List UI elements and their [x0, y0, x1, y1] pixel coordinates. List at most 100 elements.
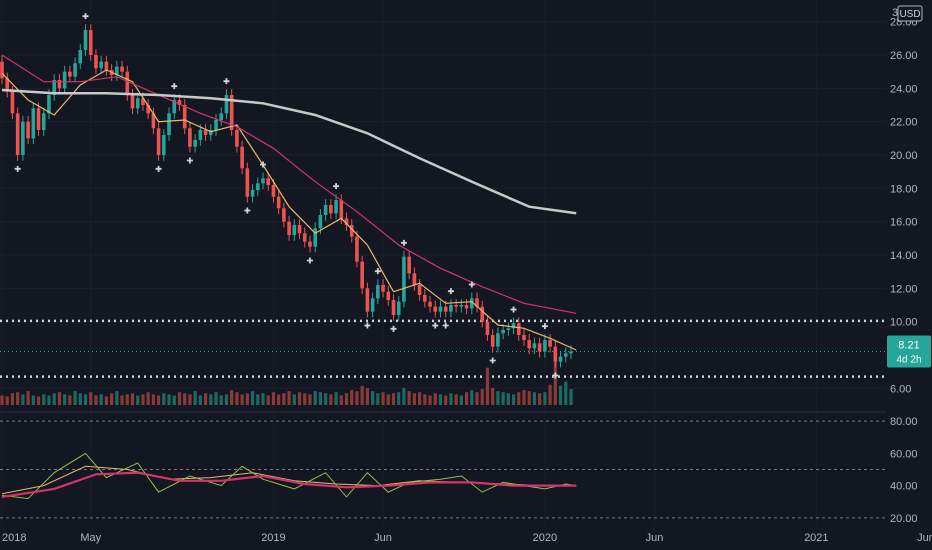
candle — [209, 130, 213, 135]
candle — [47, 95, 51, 114]
volume-bar — [496, 391, 500, 405]
volume-bar — [538, 393, 542, 405]
candle — [485, 321, 490, 335]
candle — [250, 190, 255, 197]
volume-bar — [10, 393, 15, 405]
volume-bar — [365, 387, 369, 405]
volume-bar — [282, 393, 286, 405]
fractal-marker — [155, 165, 162, 172]
horizontal-levels[interactable] — [0, 319, 886, 378]
volume-bar — [271, 392, 276, 405]
candle — [449, 305, 453, 312]
volume-bar — [104, 396, 108, 405]
candle — [52, 80, 56, 95]
volume-bar — [470, 390, 474, 405]
volume-bar — [110, 393, 114, 405]
volume-bar — [548, 384, 552, 405]
volume-bar — [125, 394, 129, 405]
volume-bar — [292, 394, 296, 405]
volume-bar — [527, 391, 531, 405]
time-tick-label: 2018 — [2, 532, 26, 544]
fractal-marker — [468, 281, 475, 288]
candle — [480, 306, 485, 322]
time-axis[interactable]: 2018May2019Jun2020Jun2021Jun2022Jun — [0, 526, 932, 550]
fractal-marker — [260, 161, 266, 168]
candle — [464, 305, 469, 309]
time-tick-label: Jun — [374, 532, 392, 544]
price-tick-label: 10.00 — [890, 317, 918, 329]
volume-bar — [449, 393, 453, 405]
moving-average-line — [1, 88, 577, 215]
candle — [376, 285, 380, 299]
volume-bar — [63, 394, 67, 405]
volume-bar — [94, 395, 98, 405]
price-tick-label: 6.00 — [890, 383, 911, 395]
candle — [125, 71, 130, 95]
volume-bar — [188, 394, 192, 405]
volume-bar — [511, 394, 516, 405]
volume-bar — [376, 393, 380, 405]
volume-bar — [397, 392, 401, 405]
volume-bar — [89, 392, 93, 405]
volume-bar — [151, 394, 155, 405]
volume-bar — [402, 387, 406, 405]
volume-bar — [219, 395, 223, 405]
fractal-marker — [374, 268, 381, 275]
candle — [31, 108, 36, 139]
volume-bar — [99, 394, 103, 405]
volume-bar — [115, 391, 119, 405]
volume-bar — [438, 394, 443, 405]
volume-bar — [564, 381, 568, 405]
fractal-marker — [447, 288, 454, 295]
volume-bar — [120, 395, 124, 405]
candle — [344, 218, 349, 225]
candle — [266, 178, 271, 185]
candle — [36, 108, 41, 130]
volume-bar — [339, 395, 343, 405]
volume-bar — [287, 391, 291, 405]
candle — [41, 113, 46, 130]
volume-bar — [16, 392, 20, 405]
price-candles[interactable] — [0, 24, 573, 368]
volume-bar — [532, 392, 537, 405]
volume-bar — [391, 393, 396, 405]
volume-bar — [203, 393, 208, 405]
oscillator-pane[interactable] — [0, 420, 886, 519]
fractal-markers — [14, 13, 559, 379]
fractal-marker — [442, 322, 449, 329]
candle — [318, 215, 323, 229]
candle — [428, 301, 432, 307]
candle — [292, 225, 297, 235]
volume-bar — [475, 392, 479, 405]
volume-bar — [183, 393, 187, 405]
volume-bar — [5, 396, 9, 405]
candle — [167, 113, 171, 135]
price-axis[interactable]: 28.0026.0024.0022.0020.0018.0016.0014.00… — [886, 0, 932, 412]
oscillator-tick-label: 20.00 — [890, 513, 918, 525]
candle — [177, 100, 182, 105]
candle — [360, 261, 364, 289]
candle — [282, 208, 286, 222]
volume-bar — [423, 394, 427, 405]
volume-bar — [214, 392, 218, 405]
moving-averages — [1, 54, 577, 351]
volume-bar — [261, 393, 265, 405]
volume-bar — [277, 394, 281, 405]
candle — [229, 95, 234, 130]
candle — [496, 333, 500, 347]
candle — [370, 298, 375, 312]
volume-bar — [146, 392, 150, 405]
volume-bar — [371, 391, 375, 405]
volume-bar — [57, 392, 62, 405]
time-tick-label: Jun — [917, 532, 932, 544]
currency-badge[interactable] — [897, 5, 923, 22]
volume-bar — [454, 394, 458, 405]
fractal-marker — [82, 13, 89, 20]
fractal-marker — [171, 83, 178, 90]
volume-bar — [464, 392, 469, 405]
candle — [558, 356, 563, 362]
oscillator-axis[interactable]: 80.00 60.00 40.00 20.00 — [886, 413, 932, 526]
candle — [417, 285, 422, 295]
candle — [563, 353, 568, 357]
